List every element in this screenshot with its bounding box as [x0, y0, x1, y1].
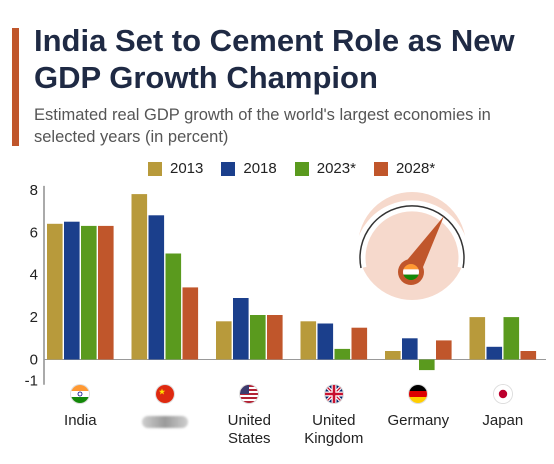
bar	[436, 340, 452, 360]
bar	[385, 351, 401, 360]
bar	[503, 317, 520, 360]
bar	[469, 317, 486, 360]
bar	[216, 321, 232, 360]
bar	[351, 327, 368, 360]
y-tick-label: 0	[30, 352, 38, 369]
bar	[64, 221, 80, 360]
legend-swatch	[221, 161, 236, 176]
y-tick-label: 6	[30, 224, 38, 241]
bar	[182, 287, 199, 360]
legend-item-2: 2023*	[294, 160, 356, 177]
bar	[165, 253, 182, 360]
category-label: United Kingdom	[304, 412, 364, 447]
bar	[317, 323, 334, 360]
us-flag-icon	[240, 385, 259, 403]
bar	[47, 223, 63, 360]
category-label: India	[64, 412, 97, 429]
bar	[131, 194, 148, 360]
bar	[402, 338, 418, 360]
legend: 2013 2018 2023* 2028*	[148, 160, 435, 177]
chart-subtitle: Estimated real GDP growth of the world's…	[34, 106, 491, 146]
legend-label: 2028*	[395, 160, 436, 177]
y-tick-label: 8	[30, 182, 38, 199]
y-tick-label: 2	[30, 309, 38, 326]
bar	[267, 315, 283, 360]
bar	[520, 351, 537, 360]
chart-title: India Set to Cement Role as New GDP Grow…	[34, 23, 515, 95]
india-flag-icon	[71, 385, 90, 403]
legend-label: 2023*	[316, 160, 356, 177]
category-label: United States	[227, 412, 271, 447]
y-tick-label: -1	[25, 373, 38, 390]
bar	[300, 321, 317, 360]
legend-swatch	[294, 161, 309, 176]
title-accent-bar	[12, 28, 19, 146]
bar	[486, 346, 503, 360]
bar	[148, 215, 165, 360]
category-label: Germany	[387, 412, 450, 429]
china-flag-icon	[155, 385, 174, 403]
legend-swatch	[148, 161, 162, 176]
bar	[419, 359, 435, 371]
category-label: Japan	[482, 412, 524, 429]
speedometer-icon	[354, 192, 470, 300]
y-tick-label: 4	[30, 267, 38, 284]
bar	[81, 225, 97, 360]
bar	[98, 225, 114, 360]
bar	[233, 298, 249, 360]
legend-item-0: 2013	[148, 160, 203, 177]
legend-item-1: 2018	[221, 160, 277, 177]
japan-flag-icon	[493, 385, 512, 403]
legend-label: 2013	[170, 160, 204, 177]
legend-swatch	[373, 161, 388, 176]
germany-flag-icon	[409, 385, 428, 403]
bar	[250, 315, 266, 360]
uk-flag-icon	[324, 385, 343, 403]
legend-label: 2018	[243, 160, 277, 177]
obscured-category-label	[141, 416, 188, 428]
legend-item-3: 2028*	[373, 160, 436, 177]
bar	[334, 348, 351, 360]
